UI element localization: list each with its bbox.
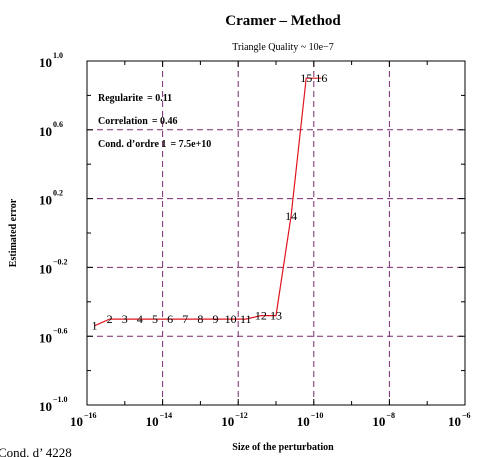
series-line (94, 77, 322, 327)
x-tick-exponent: −8 (386, 411, 395, 420)
annotation-row: Regularite = 0.11 (98, 93, 172, 104)
y-tick-exponent: 0.6 (53, 120, 63, 129)
point-label: 10 (225, 312, 237, 326)
y-tick-base: 10 (39, 124, 52, 139)
footer-cut-text: Cond. d’ 4228 (0, 445, 72, 457)
annotation-label: Regularite (98, 93, 144, 104)
x-axis-label: Size of the perturbation (232, 442, 334, 453)
y-tick-label: 10 0.2 (39, 189, 63, 208)
y-tick-base: 10 (39, 399, 52, 414)
point-label: 16 (315, 71, 327, 85)
series-layer (94, 77, 322, 327)
x-tick-label: 10 −6 (448, 411, 471, 429)
point-label: 11 (240, 312, 252, 326)
x-tick-label: 10 −8 (372, 411, 395, 429)
point-label: 1 (92, 319, 98, 333)
point-label: 2 (107, 312, 113, 326)
y-tick-base: 10 (39, 55, 52, 70)
annotation-block: Regularite = 0.11 Correlation = 0.46 Cond. d… (98, 93, 211, 150)
y-tick-base: 10 (39, 330, 52, 345)
annotation-label: Cond. d’ordre 1 (98, 139, 166, 150)
y-tick-label: 10 1.0 (39, 51, 63, 70)
plot-frame (86, 60, 466, 406)
y-tick-exponent: −1.0 (53, 395, 68, 404)
point-label: 15 (300, 71, 312, 85)
y-tick-labels: 10 1.010 0.610 0.210 −0.210 −0.610 −1.0 (39, 51, 68, 414)
annotation-value: = 0.11 (147, 93, 172, 104)
x-tick-labels: 10 −16 10 −14 10 −12 10 −10 10 −8 10 −6 (70, 411, 471, 429)
x-tick-base: 10 (146, 414, 159, 429)
x-tick-base: 10 (372, 414, 385, 429)
y-tick-label: 10 −0.2 (39, 257, 68, 276)
chart-subtitle: Triangle Quality ~ 10e−7 (232, 42, 334, 53)
y-tick-base: 10 (39, 261, 52, 276)
point-label: 4 (137, 312, 143, 326)
y-tick-base: 10 (39, 193, 52, 208)
x-tick-label: 10 −14 (146, 411, 173, 429)
chart-title: Cramer – Method (225, 13, 341, 29)
y-axis-label: Estimated error (8, 198, 19, 267)
y-tick-exponent: 1.0 (53, 51, 63, 60)
x-tick-base: 10 (297, 414, 310, 429)
point-label: 13 (270, 309, 282, 323)
y-tick-label: 10 −1.0 (39, 395, 68, 414)
point-label: 12 (255, 309, 267, 323)
point-label: 8 (197, 312, 203, 326)
x-tick-exponent: −14 (160, 411, 173, 420)
x-tick-label: 10 −12 (221, 411, 248, 429)
x-tick-base: 10 (448, 414, 461, 429)
point-label: 6 (167, 312, 173, 326)
y-tick-label: 10 0.6 (39, 120, 63, 139)
x-tick-exponent: −10 (311, 411, 324, 420)
y-tick-exponent: 0.2 (53, 189, 63, 198)
annotation-row: Cond. d’ordre 1 = 7.5e+10 (98, 139, 211, 150)
y-tick-exponent: −0.2 (53, 257, 68, 266)
x-tick-label: 10 −10 (297, 411, 324, 429)
x-tick-base: 10 (70, 414, 83, 429)
annotation-value: = 7.5e+10 (170, 139, 211, 150)
x-tick-exponent: −16 (84, 411, 97, 420)
annotation-value: = 0.46 (152, 116, 178, 127)
y-tick-label: 10 −0.6 (39, 326, 68, 345)
point-label: 14 (285, 209, 297, 223)
x-tick-exponent: −6 (462, 411, 471, 420)
point-label: 3 (122, 312, 128, 326)
y-tick-exponent: −0.6 (53, 326, 68, 335)
grid-layer (87, 61, 465, 405)
annotation-row: Correlation = 0.46 (98, 116, 178, 127)
annotation-label: Correlation (98, 116, 148, 127)
point-label: 5 (152, 312, 158, 326)
x-tick-exponent: −12 (235, 411, 248, 420)
ticks-layer (86, 60, 466, 406)
point-label: 7 (182, 312, 188, 326)
x-tick-base: 10 (221, 414, 234, 429)
x-tick-label: 10 −16 (70, 411, 97, 429)
point-label: 9 (213, 312, 219, 326)
